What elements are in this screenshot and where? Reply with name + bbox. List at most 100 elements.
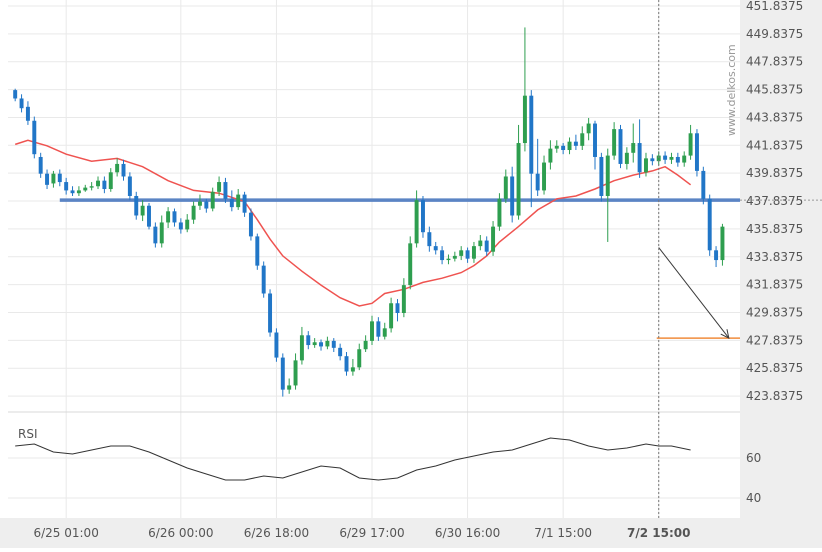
candle xyxy=(593,120,597,170)
candle-body xyxy=(605,155,610,196)
candle xyxy=(312,338,317,348)
candle-body xyxy=(650,158,655,162)
candle xyxy=(293,353,298,390)
candle xyxy=(471,241,476,263)
price-tick-label: 431.8375 xyxy=(746,278,803,292)
candle-body xyxy=(178,222,183,230)
candle xyxy=(682,151,687,167)
candle-body xyxy=(57,173,62,183)
candle-body xyxy=(159,222,164,244)
candle xyxy=(401,278,406,318)
candle xyxy=(459,246,464,261)
candle-body xyxy=(166,211,171,223)
candle-body xyxy=(255,236,260,266)
candle-body xyxy=(13,90,18,99)
candle xyxy=(357,343,362,371)
candle xyxy=(707,194,712,256)
candle xyxy=(567,137,572,155)
candle-body xyxy=(401,285,406,314)
candle xyxy=(338,343,343,361)
time-tick-label: 7/1 15:00 xyxy=(534,526,592,540)
candle xyxy=(516,124,521,220)
candle-body xyxy=(561,145,566,151)
candle-body xyxy=(51,173,56,184)
price-tick-label: 451.8375 xyxy=(746,0,803,13)
candle xyxy=(51,170,56,188)
candle-body xyxy=(204,201,209,209)
candle-body xyxy=(510,176,515,216)
price-tick-label: 435.8375 xyxy=(746,222,803,236)
candle-body xyxy=(535,173,540,191)
candle xyxy=(38,152,43,178)
candle xyxy=(535,138,540,196)
candle xyxy=(586,117,591,141)
time-tick-label: 6/26 00:00 xyxy=(148,526,213,540)
candle xyxy=(274,328,279,362)
candle xyxy=(159,215,164,248)
candle-body xyxy=(229,198,234,208)
candle xyxy=(255,233,260,270)
candle xyxy=(420,195,425,238)
candle-body xyxy=(644,158,648,173)
candle-body xyxy=(115,163,120,173)
moving-average-line xyxy=(14,139,692,307)
candle xyxy=(395,299,400,322)
candle xyxy=(376,317,381,341)
candle-body xyxy=(325,340,330,347)
candle-body xyxy=(497,198,502,227)
price-tick-label: 441.8375 xyxy=(746,138,803,152)
candle-body xyxy=(274,332,279,358)
time-tick-label: 7/2 15:00 xyxy=(627,526,690,540)
candle-body xyxy=(656,155,661,162)
candle-body xyxy=(76,190,81,194)
candle-body xyxy=(38,156,43,174)
rsi-axis-labels: 60 40 xyxy=(746,451,761,505)
candle xyxy=(408,236,413,290)
candle xyxy=(414,190,419,248)
candle xyxy=(83,184,88,192)
candle-body xyxy=(236,194,241,208)
forecast-arrow-head xyxy=(720,329,730,339)
candle-body xyxy=(134,195,139,216)
candle-body xyxy=(312,342,317,346)
candle xyxy=(204,198,209,213)
candle xyxy=(178,218,183,234)
candle-body xyxy=(108,172,113,190)
price-tick-label: 425.8375 xyxy=(746,361,803,375)
candle xyxy=(612,122,617,160)
candle xyxy=(440,246,445,265)
candle-body xyxy=(197,201,202,206)
candle xyxy=(191,201,196,224)
candle-body xyxy=(618,129,623,164)
candle-body xyxy=(631,143,636,153)
rsi-tick-label: 40 xyxy=(746,491,761,505)
candle xyxy=(350,358,355,376)
candle xyxy=(452,251,457,262)
candle-body xyxy=(331,340,336,348)
rsi-tick-label: 60 xyxy=(746,451,761,465)
candle xyxy=(89,182,94,191)
candle xyxy=(127,172,132,201)
candle-body xyxy=(484,240,489,252)
candle-body xyxy=(376,321,381,337)
candle-body xyxy=(503,176,508,199)
candle-body xyxy=(529,95,534,174)
rsi-grid-lines xyxy=(8,457,740,499)
candle-body xyxy=(338,347,343,357)
candle xyxy=(503,169,508,203)
candle xyxy=(287,378,292,394)
candle xyxy=(147,202,151,230)
candle xyxy=(427,226,432,252)
plot-background xyxy=(8,0,740,518)
candle xyxy=(497,193,502,231)
candle xyxy=(325,336,330,350)
target-layer xyxy=(656,247,740,339)
candle-body xyxy=(268,293,273,333)
candle-body xyxy=(25,106,30,121)
candle-body xyxy=(554,145,559,149)
candle xyxy=(631,123,636,163)
candle-body xyxy=(491,226,496,252)
candle-body xyxy=(19,98,24,109)
candle xyxy=(172,208,177,227)
